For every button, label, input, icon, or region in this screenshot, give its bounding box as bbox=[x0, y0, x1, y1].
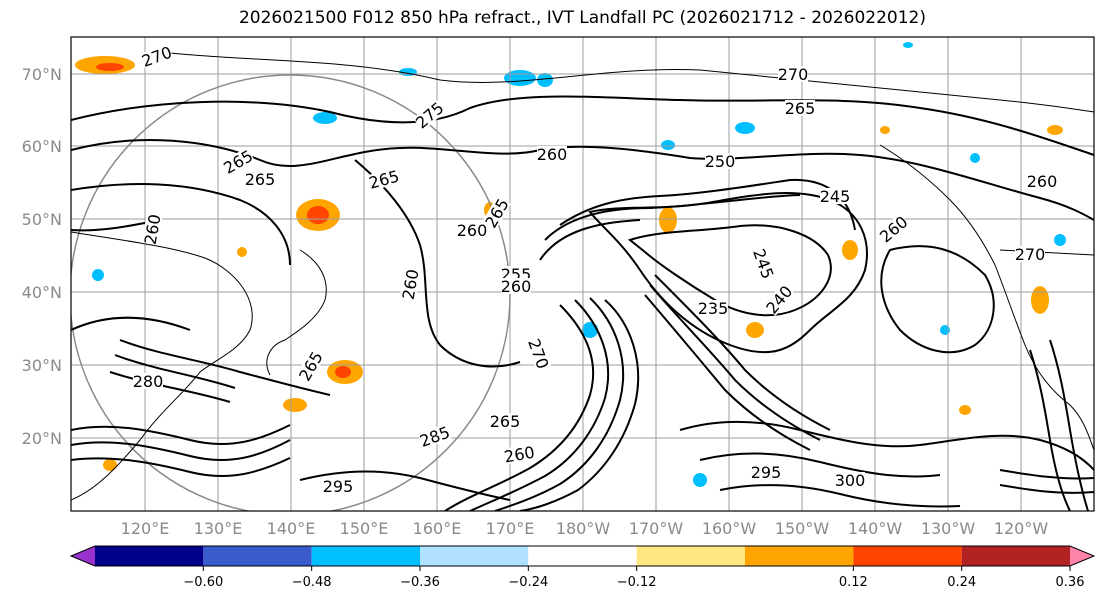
latitude-label: 60°N bbox=[22, 137, 62, 156]
colorbar-segment bbox=[636, 546, 745, 566]
longitude-label: 150°E bbox=[340, 519, 389, 538]
contour-label-background bbox=[221, 147, 255, 176]
contour-label: 265 bbox=[245, 170, 276, 189]
contour-label-background bbox=[139, 43, 174, 69]
landfall-radius-circle bbox=[71, 74, 511, 511]
contour-label: 250 bbox=[705, 152, 736, 171]
contour-label-background bbox=[1015, 246, 1045, 262]
longitude-label: 120°E bbox=[121, 519, 170, 538]
colorbar-ticks: −0.60−0.48−0.36−0.24−0.120.120.240.360.4… bbox=[183, 566, 1085, 590]
colorbar-tick-label: −0.24 bbox=[508, 575, 548, 590]
colorbar-extend-high bbox=[1070, 546, 1094, 566]
contour-label-background bbox=[763, 282, 795, 317]
contour-label: 270 bbox=[1015, 245, 1046, 264]
contour-label-background bbox=[323, 478, 353, 494]
contour-label-background bbox=[526, 336, 552, 371]
map-title: 2026021500 F012 850 hPa refract., IVT La… bbox=[238, 8, 926, 28]
refractivity-contours bbox=[71, 95, 1094, 511]
longitude-label: 120°W bbox=[994, 519, 1049, 538]
contour-label-background bbox=[417, 423, 452, 449]
contour-label: 260 bbox=[1027, 172, 1058, 191]
colorbar-tick-label: −0.12 bbox=[617, 575, 657, 590]
contour-label-background bbox=[1027, 173, 1057, 189]
contour-label: 235 bbox=[698, 299, 729, 318]
contour-label-background bbox=[141, 213, 163, 246]
colorbar-segment bbox=[528, 546, 637, 566]
colorbar-extend-low bbox=[71, 546, 95, 566]
colorbar-segment bbox=[745, 546, 854, 566]
colorbar-tick-label: −0.60 bbox=[183, 575, 223, 590]
contour-label: 260 bbox=[537, 145, 568, 164]
longitude-label: 170°W bbox=[629, 519, 684, 538]
contour-label-background bbox=[705, 153, 735, 169]
contour-label-background bbox=[367, 167, 401, 191]
map-frame bbox=[70, 36, 1095, 512]
latitude-labels: 70°N 60°N 50°N 40°N 30°N 20°N bbox=[22, 65, 62, 448]
contour-label: 270 bbox=[778, 65, 809, 84]
contour-label-background bbox=[501, 278, 531, 294]
colorbar-segment bbox=[311, 546, 420, 566]
latitude-label: 30°N bbox=[22, 356, 62, 375]
coastlines bbox=[71, 51, 1094, 501]
longitude-label: 130°E bbox=[194, 519, 243, 538]
contour-label: 280 bbox=[133, 372, 164, 391]
contour-label-background bbox=[537, 146, 567, 162]
contour-label-background bbox=[245, 171, 275, 187]
longitude-label: 160°W bbox=[702, 519, 757, 538]
contour-label: 245 bbox=[820, 187, 851, 206]
colorbar-segment bbox=[853, 546, 962, 566]
colorbar-tick-label: −0.48 bbox=[292, 575, 332, 590]
contour-label-background bbox=[412, 99, 447, 131]
colorbar: −0.60−0.48−0.36−0.24−0.120.120.240.360.4… bbox=[69, 545, 1096, 590]
longitude-label: 140°W bbox=[848, 519, 903, 538]
colorbar-segment bbox=[203, 546, 312, 566]
contour-label-background bbox=[835, 472, 865, 488]
contour-label-background bbox=[698, 300, 728, 316]
latitude-label: 50°N bbox=[22, 210, 62, 229]
contour-label-background bbox=[751, 246, 777, 281]
colorbar-outline bbox=[69, 545, 1096, 567]
contour-label-background bbox=[503, 443, 536, 465]
longitude-label: 160°E bbox=[413, 519, 462, 538]
colorbar-segments bbox=[69, 545, 1096, 567]
contour-label-background bbox=[785, 100, 815, 116]
contour-label-background bbox=[751, 464, 781, 480]
longitude-label: 150°W bbox=[775, 519, 830, 538]
latitude-label: 20°N bbox=[22, 429, 62, 448]
contour-label: 300 bbox=[835, 471, 866, 490]
longitude-labels: 120°E 130°E 140°E 150°E 160°E 170°E 180°W 170°W… bbox=[121, 519, 1049, 538]
contour-label-background bbox=[490, 413, 520, 429]
longitude-label: 130°W bbox=[921, 519, 976, 538]
longitude-label: 180°W bbox=[556, 519, 611, 538]
contour-label-background bbox=[133, 373, 163, 389]
contour-label-background bbox=[457, 222, 487, 238]
longitude-label: 170°E bbox=[486, 519, 535, 538]
colorbar-tick-label: 0.36 bbox=[1056, 575, 1085, 590]
colorbar-segment bbox=[95, 546, 204, 566]
contour-label: 295 bbox=[751, 463, 782, 482]
contour-label: 260 bbox=[457, 221, 488, 240]
colorbar-tick-label: −0.36 bbox=[400, 575, 440, 590]
latitude-label: 40°N bbox=[22, 283, 62, 302]
contour-label: 265 bbox=[785, 99, 816, 118]
contour-label: 260 bbox=[501, 277, 532, 296]
contour-label: 265 bbox=[490, 412, 521, 431]
contour-label-background bbox=[399, 268, 421, 301]
contour-label-background bbox=[820, 188, 850, 204]
colorbar-tick-label: 0.12 bbox=[839, 575, 868, 590]
contour-label-background bbox=[296, 349, 325, 383]
latitude-label: 70°N bbox=[22, 65, 62, 84]
contour-label-background bbox=[778, 66, 808, 82]
colorbar-segment bbox=[961, 546, 1070, 566]
colorbar-tick-label: 0.24 bbox=[947, 575, 976, 590]
contour-label-background bbox=[482, 196, 511, 230]
longitude-label: 140°E bbox=[267, 519, 316, 538]
contour-label: 295 bbox=[323, 477, 354, 496]
contour-label-background bbox=[876, 213, 911, 245]
colorbar-segment bbox=[420, 546, 529, 566]
